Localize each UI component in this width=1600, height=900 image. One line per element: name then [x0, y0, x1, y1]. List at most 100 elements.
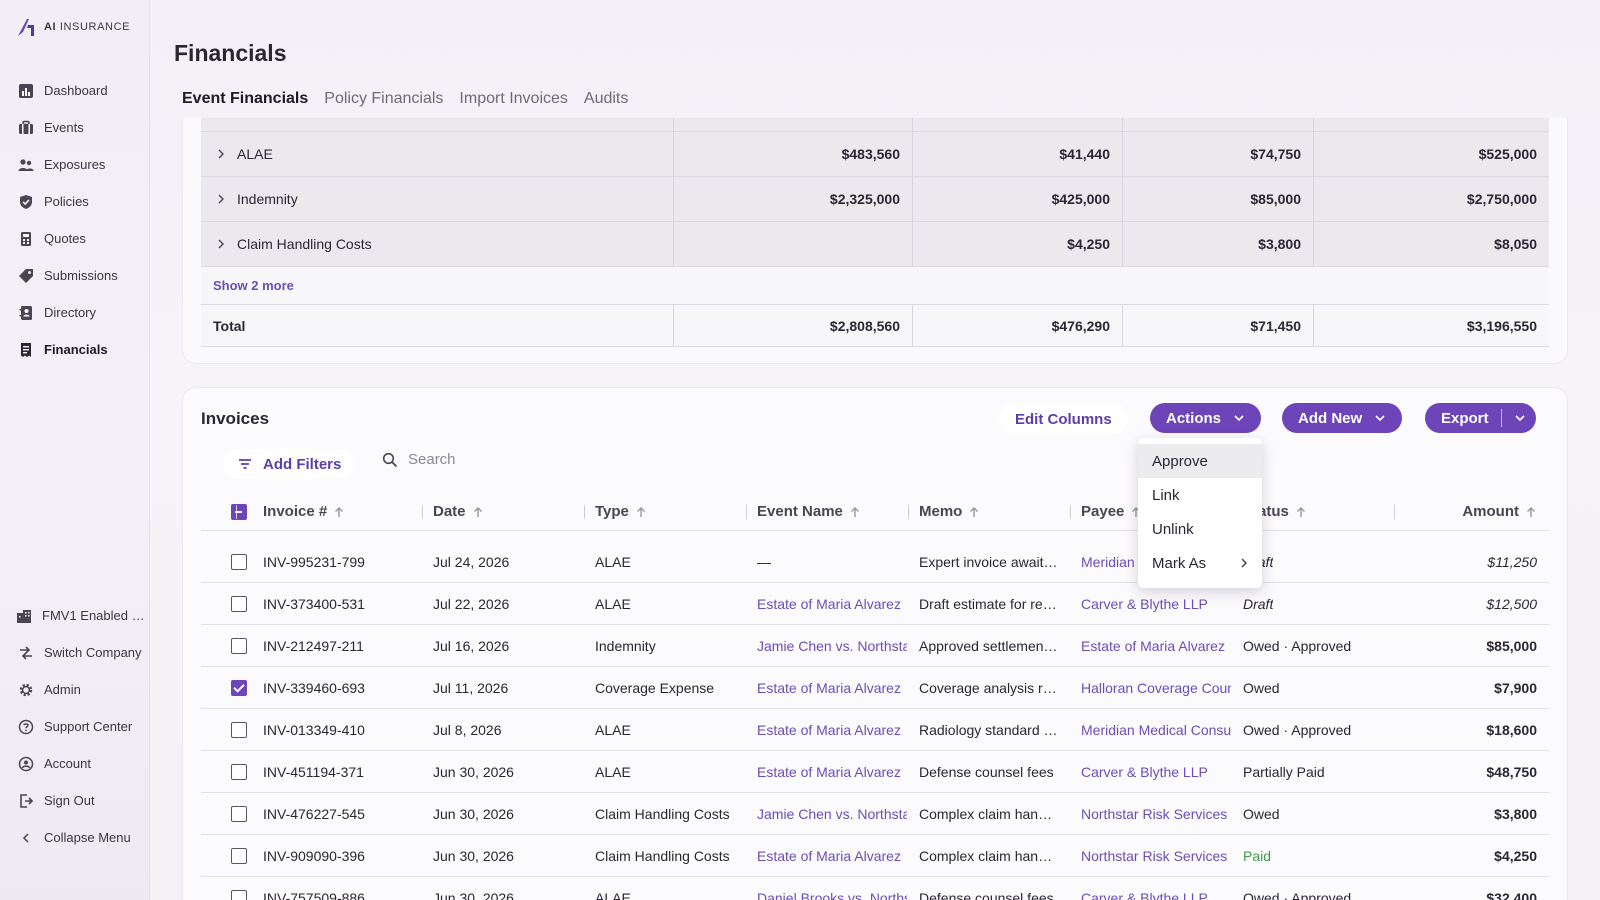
invoice-type-cell: ALAE	[585, 583, 747, 624]
row-checkbox[interactable]	[231, 637, 247, 654]
value-cell: $425,000	[912, 177, 1122, 221]
status-text-cell: Owed · Approved	[1233, 709, 1395, 750]
sidebar-item-policies[interactable]: Policies	[0, 183, 150, 220]
sidebar-item-exposures[interactable]: Exposures	[0, 146, 150, 183]
row-checkbox[interactable]	[231, 721, 247, 738]
menu-item-mark-as[interactable]: Mark As	[1138, 546, 1262, 580]
event-name[interactable]: Jamie Chen vs. Northstar	[757, 637, 907, 654]
payee-name[interactable]: Estate of Maria Alvarez	[1081, 637, 1225, 654]
column-header-date[interactable]: Date	[423, 493, 585, 530]
column-header-event-name[interactable]: Event Name	[747, 493, 909, 530]
invoice-type: Indemnity	[595, 637, 656, 654]
sidebar-item-dashboard[interactable]: Dashboard	[0, 72, 150, 109]
chevron-right-icon[interactable]	[215, 148, 227, 160]
calculator-icon	[21, 231, 31, 246]
row-checkbox[interactable]	[231, 805, 247, 822]
page-title: Financials	[174, 40, 287, 66]
event-name[interactable]: Estate of Maria Alvarez	[757, 679, 901, 696]
menu-item-unlink[interactable]: Unlink	[1138, 512, 1262, 546]
receipt-icon	[21, 342, 31, 357]
row-label-cell: Indemnity	[201, 177, 673, 221]
payee-name[interactable]: Carver & Blythe LLP	[1081, 595, 1208, 612]
add-new-button[interactable]: Add New	[1282, 403, 1403, 433]
invoice-amount-cell: $48,750	[1395, 751, 1549, 792]
summary-row-indemnity[interactable]: Indemnity $2,325,000 $425,000 $85,000 $2…	[201, 177, 1549, 222]
invoice-amount: $32,400	[1486, 889, 1537, 900]
row-checkbox[interactable]	[231, 553, 247, 570]
menu-item-link[interactable]: Link	[1138, 478, 1262, 512]
sidebar-item-submissions[interactable]: Submissions	[0, 257, 150, 294]
table-row[interactable]: INV-909090-396 Jun 30, 2026 Claim Handling…	[201, 835, 1549, 877]
payee-name[interactable]: Northstar Risk Services	[1081, 805, 1228, 822]
payee-name[interactable]: Meridian Medical Consultants	[1081, 721, 1231, 738]
row-checkbox[interactable]	[231, 847, 247, 864]
admin-button[interactable]: Admin	[0, 671, 150, 708]
invoice-number-cell: INV-451194-371	[261, 751, 423, 792]
chevron-right-icon[interactable]	[215, 193, 227, 205]
table-row[interactable]: INV-476227-545 Jun 30, 2026 Claim Handling…	[201, 793, 1549, 835]
payee-name[interactable]: Carver & Blythe LLP	[1081, 763, 1208, 780]
event-name[interactable]: Estate of Maria Alvarez	[757, 721, 901, 738]
sidebar-item-financials[interactable]: Financials	[0, 331, 150, 368]
add-filters-button[interactable]: Add Filters	[223, 449, 356, 479]
search-input[interactable]	[408, 451, 608, 468]
chevron-down-icon[interactable]	[1514, 412, 1526, 424]
column-header-invoice[interactable]: Invoice #	[261, 493, 423, 530]
select-all-checkbox[interactable]	[231, 503, 247, 520]
sidebar-item-quotes[interactable]: Quotes	[0, 220, 150, 257]
tab-policy-financials[interactable]: Policy Financials	[324, 90, 444, 107]
switch-company-button[interactable]: Switch Company	[0, 634, 150, 671]
column-separator	[1394, 505, 1395, 519]
invoice-number: INV-757509-886	[263, 889, 365, 900]
event-name[interactable]: Estate of Maria Alvarez	[757, 847, 901, 864]
table-row[interactable]: INV-995231-799 Jul 24, 2026 ALAE — Expert in…	[201, 541, 1549, 583]
table-row[interactable]: INV-373400-531 Jul 22, 2026 ALAE Estate of …	[201, 583, 1549, 625]
menu-item-approve[interactable]: Approve	[1138, 444, 1262, 478]
edit-columns-button[interactable]: Edit Columns	[999, 404, 1128, 434]
row-checkbox[interactable]	[231, 679, 247, 696]
tab-audits[interactable]: Audits	[583, 90, 629, 107]
sign-out-button[interactable]: Sign Out	[0, 782, 150, 819]
event-name-cell: —	[747, 541, 909, 582]
company-selector[interactable]: FMV1 Enabled Company	[0, 597, 150, 634]
column-header-memo[interactable]: Memo	[909, 493, 1071, 530]
column-header-type[interactable]: Type	[585, 493, 747, 530]
table-row[interactable]: INV-212497-211 Jul 16, 2026 Indemnity Jamie…	[201, 625, 1549, 667]
export-button[interactable]: Export	[1425, 403, 1536, 433]
table-row[interactable]: INV-013349-410 Jul 8, 2026 ALAE Estate of M…	[201, 709, 1549, 751]
invoice-amount-cell: $4,250	[1395, 835, 1549, 876]
tab-import-invoices[interactable]: Import Invoices	[459, 90, 568, 107]
event-name[interactable]: Jamie Chen vs. Northstar	[757, 805, 907, 822]
actions-button[interactable]: Actions	[1150, 403, 1262, 433]
collapse-menu-button[interactable]: Collapse Menu	[0, 819, 150, 856]
sidebar-item-directory[interactable]: Directory	[0, 294, 150, 331]
table-row[interactable]: INV-339460-693 Jul 11, 2026 Coverage Expen…	[201, 667, 1549, 709]
account-button[interactable]: Account	[0, 745, 150, 782]
chevron-right-icon[interactable]	[215, 238, 227, 250]
invoice-memo-cell: Defense counsel fees	[909, 877, 1071, 900]
brand-logo[interactable]: AI INSURANCE	[16, 16, 130, 38]
event-name[interactable]: Estate of Maria Alvarez	[757, 763, 901, 780]
row-checkbox[interactable]	[231, 595, 247, 612]
table-row[interactable]: INV-757509-886 Jun 30, 2026 ALAE Daniel Bro…	[201, 877, 1549, 900]
row-checkbox[interactable]	[231, 763, 247, 780]
sidebar-item-label: Account	[44, 756, 91, 771]
sidebar-item-events[interactable]: Events	[0, 109, 150, 146]
chart-icon	[19, 83, 33, 98]
payee-name[interactable]: Carver & Blythe LLP	[1081, 889, 1208, 900]
invoice-amount-cell: $7,900	[1395, 667, 1549, 708]
column-header-amount[interactable]: Amount	[1395, 493, 1549, 530]
payee-name[interactable]: Halloran Coverage Counsel	[1081, 679, 1231, 696]
summary-row-alae[interactable]: ALAE $483,560 $41,440 $74,750 $525,000	[201, 132, 1549, 177]
tab-event-financials[interactable]: Event Financials	[182, 90, 309, 107]
sidebar-item-label: Admin	[44, 682, 81, 697]
event-name[interactable]: Estate of Maria Alvarez	[757, 595, 901, 612]
row-checkbox[interactable]	[231, 889, 247, 900]
support-center-button[interactable]: Support Center	[0, 708, 150, 745]
status-text-cell: Owed	[1233, 667, 1395, 708]
show-more-link[interactable]: Show 2 more	[201, 267, 1549, 305]
summary-row-claim-handling[interactable]: Claim Handling Costs $4,250 $3,800 $8,05…	[201, 222, 1549, 267]
event-name[interactable]: Daniel Brooks vs. Northstar	[757, 889, 907, 900]
table-row[interactable]: INV-451194-371 Jun 30, 2026 ALAE Estate of …	[201, 751, 1549, 793]
payee-name[interactable]: Northstar Risk Services	[1081, 847, 1228, 864]
